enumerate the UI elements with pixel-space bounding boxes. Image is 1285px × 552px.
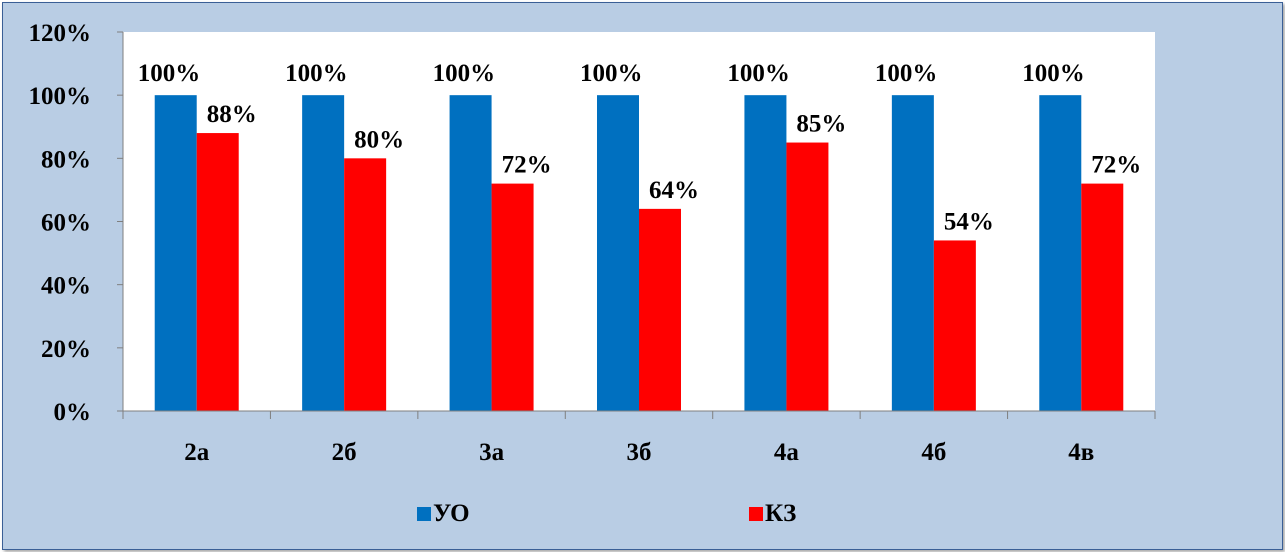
x-tick-label: 3б <box>627 439 652 466</box>
x-tick-label: 4а <box>774 439 800 466</box>
data-label-uo-2: 100% <box>285 60 348 87</box>
data-label-kz-7: 72% <box>1091 152 1141 179</box>
data-label-kz-4: 64% <box>649 177 699 204</box>
bar-kz-1 <box>196 133 239 412</box>
data-label-kz-6: 54% <box>944 208 994 235</box>
y-tick-label: 0% <box>54 399 92 426</box>
y-tick-label: 20% <box>41 336 91 363</box>
x-tick-label: 3а <box>479 439 505 466</box>
data-label-uo-1: 100% <box>138 60 201 87</box>
y-tick-label: 80% <box>41 146 91 173</box>
data-label-uo-3: 100% <box>433 60 496 87</box>
bar-kz-2 <box>344 158 387 411</box>
y-tick-label: 40% <box>41 273 91 300</box>
legend-label-uo: УО <box>433 500 470 527</box>
bar-uo-1 <box>154 95 197 412</box>
data-label-kz-2: 80% <box>354 126 404 153</box>
data-label-uo-6: 100% <box>875 60 938 87</box>
x-tick-label: 2а <box>184 439 210 466</box>
bar-uo-2 <box>302 95 345 412</box>
x-tick-label: 4в <box>1068 439 1094 466</box>
data-label-uo-7: 100% <box>1022 60 1084 87</box>
bar-uo-6 <box>891 95 934 412</box>
y-tick-label: 120% <box>29 20 92 47</box>
legend-swatch-kz <box>749 507 763 521</box>
bar-kz-6 <box>933 240 976 411</box>
legend-swatch-uo <box>417 507 431 521</box>
bar-kz-7 <box>1081 183 1124 411</box>
x-tick-label: 2б <box>332 439 357 466</box>
data-label-uo-5: 100% <box>727 60 790 87</box>
bar-chart: 100%88%2а100%80%2б100%72%3а100%64%3б100%… <box>29 20 1156 527</box>
bar-uo-4 <box>597 95 639 412</box>
y-tick-label: 100% <box>29 83 92 110</box>
legend-label-kz: КЗ <box>765 500 796 527</box>
data-label-kz-5: 85% <box>796 111 846 138</box>
data-label-kz-1: 88% <box>207 101 257 128</box>
x-tick-label: 4б <box>921 439 946 466</box>
y-tick-label: 60% <box>41 210 91 237</box>
axes-group <box>117 31 1156 419</box>
labels-group: 100%88%2а100%80%2б100%72%3а100%64%3б100%… <box>29 20 1142 466</box>
bar-uo-5 <box>744 95 787 412</box>
bars-group <box>154 95 1124 412</box>
bar-kz-4 <box>639 208 681 411</box>
bar-uo-3 <box>449 95 492 412</box>
legend: УО КЗ <box>417 500 796 527</box>
bar-kz-5 <box>786 142 829 411</box>
bar-kz-3 <box>491 183 534 411</box>
bar-uo-7 <box>1039 95 1082 412</box>
data-label-kz-3: 72% <box>502 152 552 179</box>
data-label-uo-4: 100% <box>580 60 643 87</box>
